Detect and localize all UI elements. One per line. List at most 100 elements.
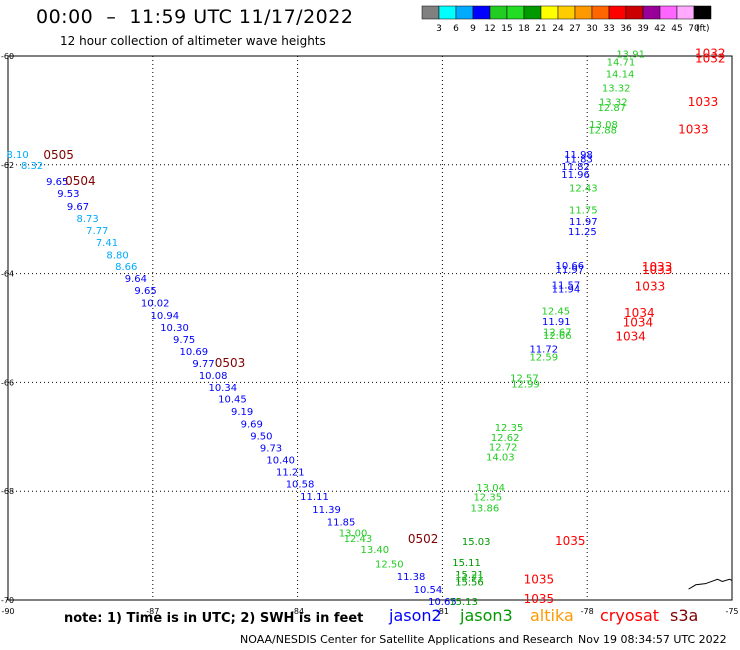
- color-scale-label: 24: [552, 24, 564, 34]
- color-scale-label: 45: [671, 24, 682, 34]
- wave-height-label: 11.83: [564, 154, 593, 165]
- wave-height-label: 13.40: [361, 545, 390, 556]
- pass-time-label: 1033: [642, 263, 673, 277]
- wave-height-label: 10.34: [208, 383, 237, 394]
- color-scale-label: 42: [654, 24, 665, 34]
- color-scale-unit: (ft): [696, 24, 710, 34]
- wave-height-label: 9.50: [250, 432, 272, 443]
- wave-height-label: 10.65: [428, 597, 457, 608]
- wave-height-label: 13.04: [476, 483, 505, 494]
- wave-height-label: 7.77: [86, 226, 108, 237]
- color-scale-label: 70: [688, 24, 700, 34]
- wave-height-label: 12.50: [375, 560, 404, 571]
- wave-height-label: 13.08: [589, 120, 618, 131]
- wave-height-label: 8.80: [106, 251, 128, 262]
- color-swatch: [693, 5, 712, 20]
- pass-time-label: 1032: [695, 52, 726, 66]
- wave-height-label: 10.69: [180, 347, 209, 358]
- wave-height-label: 12.66: [543, 331, 572, 342]
- pass-time-label: 1035: [524, 572, 555, 586]
- pass-time-label: 1033: [642, 260, 673, 274]
- wave-height-label: 10.66: [556, 261, 585, 272]
- wave-height-label: 12.99: [511, 379, 540, 390]
- y-tick-label: -64: [1, 270, 14, 279]
- wave-height-label: 15.11: [452, 558, 481, 569]
- wave-height-label: 12.62: [491, 433, 520, 444]
- color-scale-label: 15: [501, 24, 512, 34]
- y-tick-label: -62: [1, 161, 14, 170]
- wave-height-label: 11.91: [542, 317, 571, 328]
- plot-frame: [7, 55, 733, 601]
- x-tick-label: -84: [291, 607, 304, 616]
- footer-note: note: 1) Time is in UTC; 2) SWH is in fe…: [64, 611, 364, 626]
- wave-height-label: 9.65: [134, 286, 156, 297]
- wave-height-label: 13.86: [471, 504, 500, 515]
- pass-time-label: 1034: [615, 330, 646, 344]
- pass-time-label: 1035: [555, 534, 586, 548]
- wave-height-label: 10.58: [286, 480, 315, 491]
- y-tick-label: -60: [1, 52, 14, 61]
- wave-height-label: 12.35: [495, 423, 524, 434]
- wave-height-label: 12.87: [597, 103, 626, 114]
- wave-height-label: 14.71: [455, 574, 484, 585]
- satellite-legend-jason3: jason3: [460, 606, 513, 625]
- x-tick-label: -81: [436, 607, 449, 616]
- satellite-legend-s3a: s3a: [670, 606, 699, 625]
- wave-height-label: 14.14: [606, 69, 635, 80]
- wave-height-label: 10.30: [160, 323, 189, 334]
- wave-height-label: 8.73: [77, 214, 99, 225]
- wave-height-label: 13.91: [616, 49, 645, 60]
- satellite-legend-jason2: jason2: [389, 606, 442, 625]
- x-tick-label: -87: [146, 607, 159, 616]
- wave-height-label: 9.53: [57, 189, 79, 200]
- wave-height-label: 12.43: [344, 534, 373, 545]
- x-tick-label: -75: [725, 607, 738, 616]
- wave-height-label: 15.21: [455, 570, 484, 581]
- pass-time-label: 1033: [688, 95, 719, 109]
- pass-time-label: 0503: [215, 356, 246, 370]
- wave-height-label: 8.10: [7, 150, 29, 161]
- wave-height-label: 14.71: [607, 57, 636, 68]
- wave-height-label: 12.35: [473, 493, 502, 504]
- x-tick-label: -78: [581, 607, 594, 616]
- color-scale-label: 3: [436, 24, 442, 34]
- wave-height-label: 9.69: [241, 420, 263, 431]
- wave-height-label: 13.00: [339, 529, 368, 540]
- pass-time-label: 0505: [43, 148, 74, 162]
- wave-height-label: 9.65: [46, 177, 68, 188]
- wave-height-label: 14.03: [486, 452, 515, 463]
- wave-height-label: 15.56: [455, 578, 484, 589]
- pass-time-label: 0504: [65, 174, 96, 188]
- wave-height-label: 9.73: [260, 444, 282, 455]
- wave-height-label: 13.32: [602, 84, 631, 95]
- wave-height-label: 12.59: [529, 352, 558, 363]
- wave-height-label: 11.94: [552, 284, 581, 295]
- color-scale-label: 39: [637, 24, 649, 34]
- wave-height-label: 10.08: [199, 371, 228, 382]
- credit-text: NOAA/NESDIS Center for Satellite Applica…: [240, 633, 574, 646]
- coastline: [688, 578, 733, 590]
- pass-time-label: 1032: [695, 46, 726, 60]
- wave-height-label: 12.88: [588, 125, 617, 136]
- wave-height-label: 11.57: [552, 280, 581, 291]
- wave-height-label: 11.21: [276, 468, 305, 479]
- x-tick-label: -90: [1, 607, 14, 616]
- wave-height-label: 9.77: [192, 359, 214, 370]
- wave-height-label: 12.57: [510, 374, 539, 385]
- wave-height-label: 9.67: [67, 202, 89, 213]
- color-scale-label: 9: [470, 24, 476, 34]
- color-scale-label: 12: [484, 24, 495, 34]
- wave-height-label: 11.98: [564, 150, 593, 161]
- wave-height-label: 10.02: [141, 298, 170, 309]
- pass-time-label: 1033: [678, 122, 709, 136]
- color-scale-label: 33: [603, 24, 614, 34]
- wave-height-label: 9.75: [173, 335, 195, 346]
- pass-time-label: 1035: [524, 592, 555, 606]
- satellite-legend-altika: altika: [530, 606, 574, 625]
- wave-height-label: 11.75: [569, 205, 598, 216]
- wave-height-label: 12.67: [543, 327, 572, 338]
- pass-time-label: 0502: [408, 532, 439, 546]
- pass-time-label: 1034: [624, 306, 655, 320]
- wave-height-label: 11.96: [561, 170, 590, 181]
